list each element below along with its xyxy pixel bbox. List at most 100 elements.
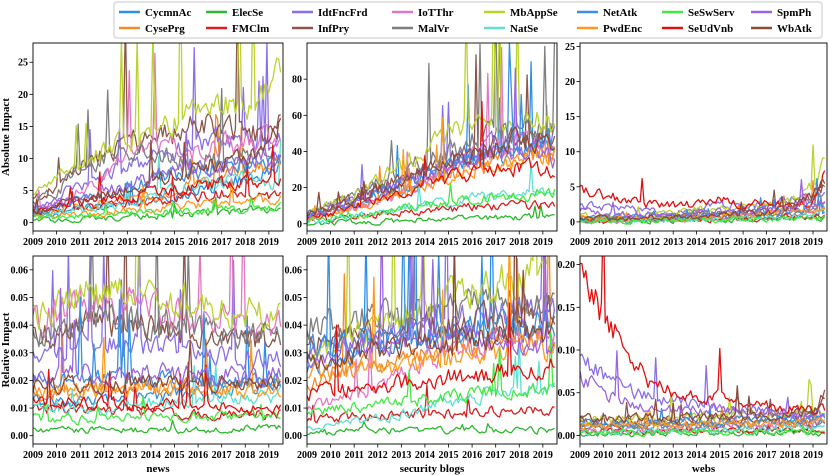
y-tick-label: 0.06 [11,265,29,276]
y-axis-label: Relative Impact [0,312,12,387]
y-tick-label: 15 [565,112,575,123]
x-axis-label: news [146,463,170,475]
series-line-elecse [307,421,555,436]
y-tick-label: 5 [570,182,575,193]
x-tick-label: 2011 [344,450,363,461]
series-line-natse [307,340,556,431]
x-tick-label: 2015 [165,237,185,248]
chart-webs-relative: 2009 2010 2011 2012 2013 2014 2015 2016 2017 2018… [558,255,828,475]
series-line-fmclm [307,384,555,424]
series-line-fmclm [580,422,826,436]
y-tick-label: 0.04 [285,321,303,332]
x-tick-label: 2011 [617,237,636,248]
x-tick-label: 2016 [733,237,753,248]
series-line-seudvnb [33,361,282,415]
y-tick-label: 0.00 [558,431,576,442]
y-tick-label: 0.06 [285,265,303,276]
plot-frame [32,255,284,445]
x-tick-label: 2010 [47,237,67,248]
x-tick-label: 2012 [94,237,114,248]
x-tick-label: 2009 [570,450,590,461]
series-lines [33,43,282,224]
x-tick-label: 2012 [640,450,660,461]
series-lines [33,256,282,435]
x-tick-label: 2018 [235,237,255,248]
legend-item-netatk: NetAtk [577,7,638,19]
legend-label: SeUdVnb [688,23,733,35]
series-line-seswserv [307,183,556,223]
y-tick-label: 0.05 [11,293,29,304]
series-line-wbatk [33,339,281,396]
y-tick-label: 0 [23,218,28,229]
series-line-natse [33,140,282,218]
x-tick-label: 2018 [780,450,800,461]
legend-frame [113,1,823,39]
legend-item-fmclm: FMClm [206,23,269,35]
series-line-mbappse [33,43,282,196]
y-axis-label: Absolute Impact [0,98,12,176]
x-tick-label: 2010 [321,450,341,461]
series-line-seswserv [307,331,556,416]
y-tick-label: 5 [23,186,28,197]
x-tick-label: 2019 [259,237,279,248]
plot-frame [306,255,558,445]
x-tick-label: 2011 [70,237,89,248]
x-tick-label: 2017 [486,237,506,248]
series-line-pwdenc [33,177,282,219]
x-tick-label: 2014 [687,237,707,248]
x-tick-label: 2016 [462,237,482,248]
x-tick-label: 2019 [259,450,279,461]
x-tick-label: 2011 [344,237,363,248]
x-tick-label: 2019 [803,237,823,248]
y-tick-label: 0.04 [11,321,29,332]
series-line-elecse [307,204,555,226]
series-line-idtfncfrd [580,353,826,422]
legend-item-seudvnb: SeUdVnb [662,23,733,35]
series-line-pwdenc [580,410,826,431]
legend-item-malvr: MalVr [392,23,449,35]
legend-item-cycmnac: CycmnAc [119,7,192,19]
legend-item-mbappse: MbAppSe [484,7,558,19]
x-tick-label: 2011 [617,450,636,461]
x-tick-label: 2009 [23,450,43,461]
x-tick-label: 2018 [235,450,255,461]
x-tick-label: 2017 [756,237,776,248]
legend-label: PwdEnc [603,23,642,35]
series-line-iotthr [33,256,282,340]
x-tick-label: 2012 [368,450,388,461]
legend-item-spmph: SpmPh [751,7,811,19]
series-lines [307,256,556,436]
x-tick-label: 2014 [415,450,435,461]
chart-blogs-relative: 2009 2010 2011 2012 2013 2014 2015 2016 2017 2018… [285,255,558,475]
series-line-pwdenc [307,256,556,381]
chart-news-absolute: 2009 2010 2011 2012 2013 2014 2015 2016 2017 2018… [0,42,284,248]
plot-frame [306,42,558,232]
series-line-natse [580,423,826,436]
legend-item-natse: NatSe [484,23,538,35]
series-line-spmph [580,350,826,422]
legend-item-idtfncfrd: IdtFncFrd [292,7,368,19]
x-tick-label: 2017 [212,237,232,248]
chart-blogs-absolute: 2009 2010 2011 2012 2013 2014 2015 2016 2017 2018… [292,42,558,248]
series-line-seudvnb [307,302,555,402]
y-tick-label: 40 [292,147,302,158]
y-tick-label: 0.03 [285,348,303,359]
x-tick-label: 2010 [47,450,67,461]
series-line-seswserv [33,394,281,426]
x-tick-label: 2016 [188,450,208,461]
series-line-spmph [33,287,282,388]
legend-label: MalVr [418,23,449,35]
y-tick-label: 20 [565,77,575,88]
y-tick-label: 0.02 [285,376,303,387]
x-tick-label: 2018 [509,237,529,248]
series-line-elecse [33,196,281,224]
series-lines [580,144,826,225]
y-tick-label: 0.05 [558,388,576,399]
series-line-seudvnb [580,170,826,211]
x-tick-label: 2015 [710,237,730,248]
y-tick-label: 0.02 [11,376,29,387]
x-tick-label: 2015 [710,450,730,461]
series-line-wbatk [580,178,826,222]
x-tick-label: 2016 [733,450,753,461]
series-line-wbatk [33,117,282,216]
